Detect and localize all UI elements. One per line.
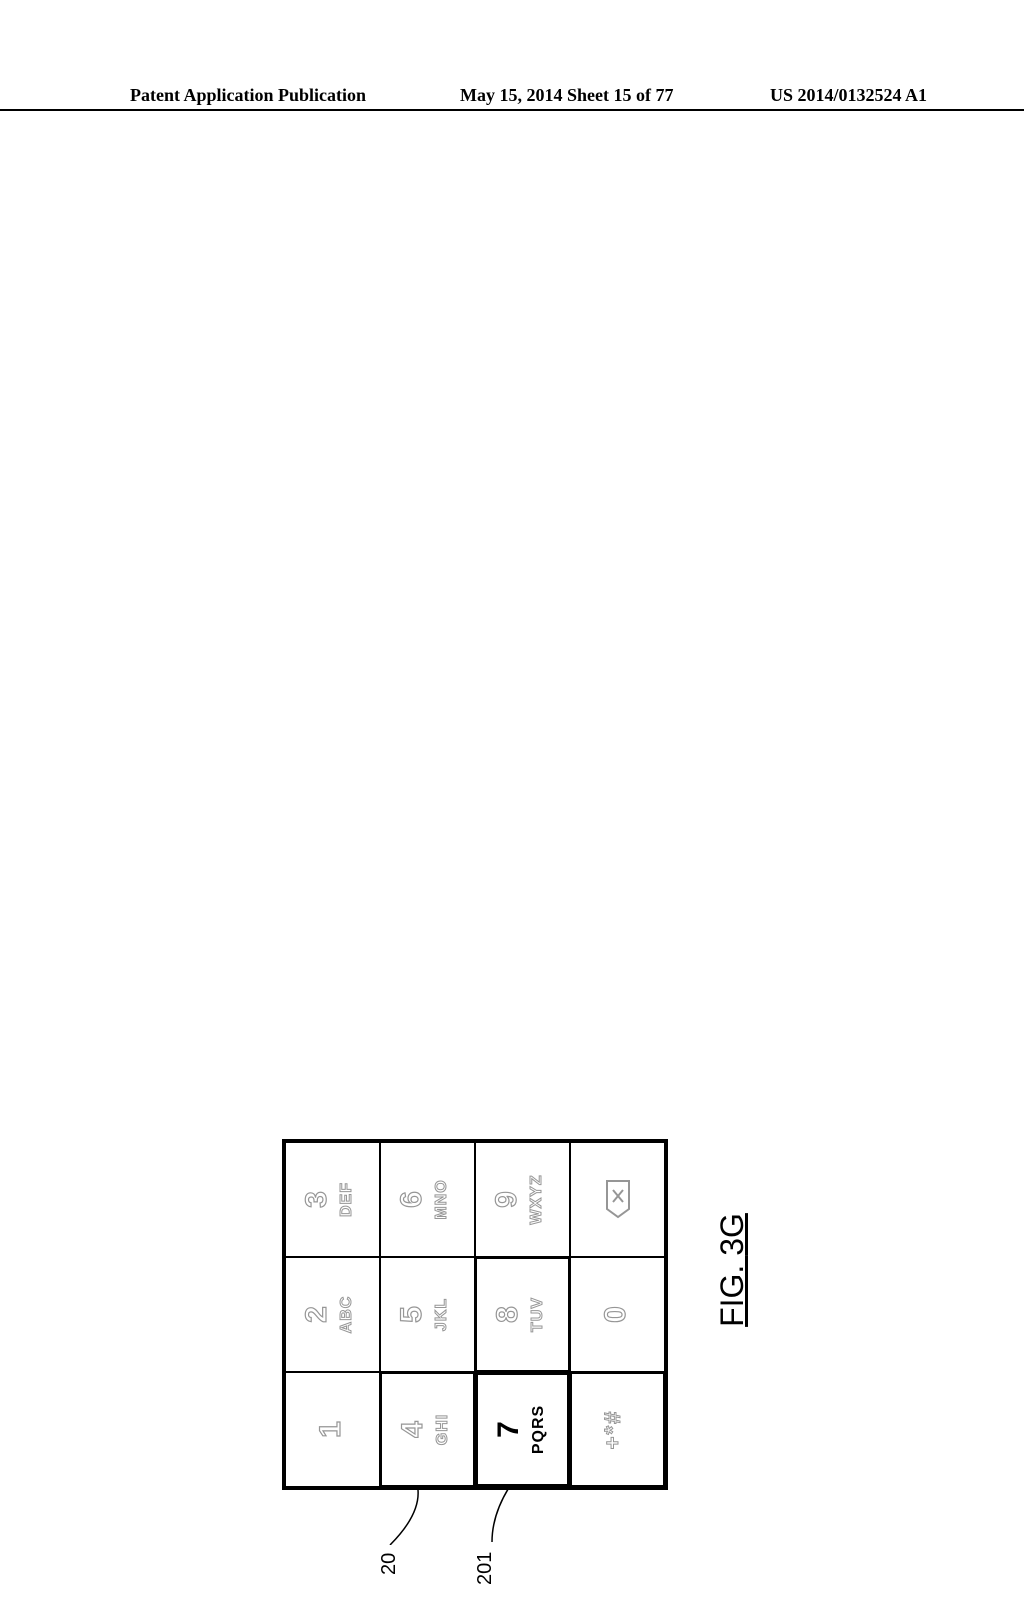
key-4[interactable]: 4 GHI [380,1372,475,1487]
header-right: US 2014/0132524 A1 [770,85,927,106]
key-9[interactable]: 9 WXYZ [475,1142,570,1257]
key-6[interactable]: 6 MNO [380,1142,475,1257]
figure-inner: 20 201 1 2 ABC 3 DEF [262,920,862,1620]
key-letters: ABC [338,1258,356,1371]
key-digit: 2 [300,1258,334,1371]
key-digit: 9 [490,1143,524,1256]
key-7[interactable]: 7 PQRS [475,1372,570,1487]
key-letters: WXYZ [528,1143,546,1256]
key-delete[interactable] [570,1142,665,1257]
key-1[interactable]: 1 [285,1372,380,1487]
key-digit: 8 [491,1259,525,1370]
key-letters: JKL [433,1258,451,1371]
patent-page: Patent Application Publication May 15, 2… [0,0,1024,1320]
key-letters: TUV [529,1259,547,1370]
leader-line-20 [380,1485,420,1545]
reference-numeral-201: 201 [474,1552,497,1585]
key-symbols-label: +*# [600,1374,626,1485]
key-3[interactable]: 3 DEF [285,1142,380,1257]
key-digit: 5 [395,1258,429,1371]
backspace-icon [605,1180,631,1220]
key-digit: 4 [396,1374,430,1485]
key-letters: GHI [434,1374,452,1485]
header-middle: May 15, 2014 Sheet 15 of 77 [460,85,673,106]
key-5[interactable]: 5 JKL [380,1257,475,1372]
reference-numeral-20: 20 [378,1553,401,1575]
keypad: 1 2 ABC 3 DEF 4 GHI 5 JKL [282,1139,668,1490]
page-header: Patent Application Publication May 15, 2… [0,85,1024,111]
key-digit: 6 [395,1143,429,1256]
figure-rotated-container: 20 201 1 2 ABC 3 DEF [562,570,1024,1270]
key-symbols[interactable]: +*# [570,1372,665,1487]
key-2[interactable]: 2 ABC [285,1257,380,1372]
header-left: Patent Application Publication [130,85,366,106]
figure-caption: FIG. 3G [714,920,751,1620]
key-letters: MNO [433,1143,451,1256]
key-digit: 1 [314,1373,348,1486]
key-8[interactable]: 8 TUV [475,1257,570,1372]
key-letters: PQRS [530,1375,548,1484]
key-0[interactable]: 0 [570,1257,665,1372]
key-digit: 7 [492,1375,526,1484]
figure-caption-id: 3G [714,1213,750,1256]
key-digit: 0 [599,1258,633,1371]
key-letters: DEF [338,1143,356,1256]
key-digit: 3 [300,1143,334,1256]
figure-caption-prefix: FIG. [714,1256,750,1327]
